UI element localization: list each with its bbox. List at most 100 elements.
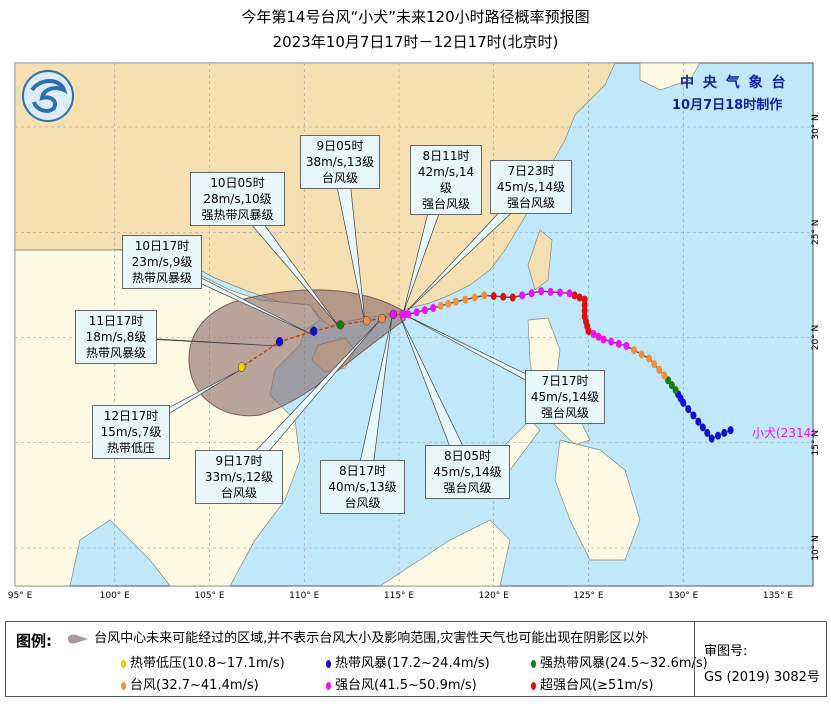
track-point — [600, 335, 607, 344]
legend-item: 热带低压(10.8~17.1m/s) — [121, 652, 285, 671]
legend-item-label: 热带风暴(17.2~24.4m/s) — [335, 656, 490, 671]
callout-time: 8日11时 — [422, 149, 470, 163]
lon-tick-label: 120° E — [479, 591, 510, 601]
callout-wind: 33m/s,12级 — [204, 470, 274, 484]
legend-item-label: 台风(32.7~41.4m/s) — [130, 678, 259, 693]
track-point — [695, 417, 702, 426]
lon-tick-label: 100° E — [100, 591, 131, 601]
track-point — [509, 293, 516, 302]
track-point — [538, 287, 545, 296]
track-point — [704, 428, 711, 437]
lon-tick-label: 115° E — [384, 591, 415, 601]
typhoon-track — [237, 287, 734, 443]
callout-level: 热带风暴级 — [85, 346, 146, 360]
lon-tick-label: 105° E — [194, 591, 225, 601]
legend-item-label: 超强台风(≥51m/s) — [540, 678, 654, 693]
forecast-callout: 8日17时 40m/s,13级 台风级 — [320, 460, 405, 514]
callout-wind: 45m/s,14级 — [496, 180, 566, 194]
callout-time: 7日17时 — [541, 374, 589, 388]
callout-wind: 45m/s,14级 — [433, 465, 502, 479]
forecast-callout: 7日17时 45m/s,14级 强台风级 — [525, 370, 605, 424]
forecast-point — [389, 309, 398, 320]
track-point — [581, 312, 588, 321]
forecast-callout: 12日17时 15m/s,7级 热带低压 — [92, 405, 170, 459]
legend-item: 台风(32.7~41.4m/s) — [121, 674, 259, 693]
callout-time: 9日17时 — [215, 454, 263, 468]
cma-logo — [22, 70, 74, 122]
borneo-land — [378, 519, 511, 587]
legend-item: 强台风(41.5~50.9m/s) — [326, 674, 477, 693]
track-point — [413, 308, 420, 317]
lon-tick-label: 135° E — [763, 591, 794, 601]
track-point — [661, 371, 668, 380]
track-point — [528, 289, 535, 298]
callout-level: 台风级 — [321, 171, 358, 185]
legend-item-label: 热带低压(10.8~17.1m/s) — [130, 656, 285, 671]
forecast-callout: 11日17时 18m/s,8级 热带风暴级 — [75, 310, 157, 364]
track-point — [656, 365, 663, 374]
callout-wind: 28m/s,10级 — [203, 192, 272, 206]
track-point — [638, 350, 645, 359]
track-point — [595, 332, 602, 341]
callout-time: 7日23时 — [507, 164, 555, 178]
forecast-callout: 10日17时 23m/s,9级 热带风暴级 — [122, 235, 202, 289]
track-point — [490, 292, 497, 301]
callout-level: 热带低压 — [106, 441, 155, 455]
legend-item: 热带风暴(17.2~24.4m/s) — [326, 652, 490, 671]
legend-title: 图例: — [16, 632, 52, 650]
forecast-callout: 10日05时 28m/s,10级 强热带风暴级 — [190, 172, 285, 226]
track-point — [615, 339, 622, 348]
track-point — [481, 291, 488, 300]
forecast-point — [363, 315, 371, 326]
lon-tick-label: 125° E — [573, 591, 604, 601]
legend-cone-text: 台风中心未来可能经过的区域,并不表示台风大小及影响范围,灾害性天气也可能出现在阴… — [94, 631, 649, 646]
track-point — [672, 386, 679, 395]
review-label: 审图号: — [704, 644, 748, 659]
callout-time: 12日17时 — [103, 409, 159, 423]
track-point — [668, 381, 675, 390]
intensity-dot-icon — [326, 659, 331, 668]
cone-icon — [68, 633, 88, 644]
callout-level: 台风级 — [220, 486, 257, 500]
track-point — [651, 360, 658, 369]
korea-japan-land — [639, 62, 701, 91]
track-point — [708, 434, 715, 443]
callout-level: 强台风级 — [506, 196, 555, 210]
forecast-point — [309, 326, 318, 336]
callout-level: 强台风级 — [540, 406, 589, 420]
track-point — [566, 289, 573, 298]
track-point — [608, 337, 615, 346]
callout-time: 10日17时 — [134, 239, 190, 253]
track-point — [721, 428, 728, 437]
callout-wind: 42m/s,14级 — [417, 165, 475, 195]
callout-time: 10日05时 — [210, 176, 265, 190]
callout-level: 台风级 — [344, 496, 381, 510]
intensity-dot-icon — [121, 681, 126, 690]
lon-tick-label: 130° E — [668, 591, 699, 601]
track-point — [714, 431, 721, 440]
lat-tick-label: 20° N — [811, 325, 821, 351]
callout-level: 强台风级 — [443, 481, 492, 495]
intensity-dot-icon — [531, 681, 536, 690]
track-point — [623, 341, 630, 350]
lat-tick-label: 10° N — [811, 535, 821, 561]
forecast-callout: 9日05时 38m/s,13级 台风级 — [300, 135, 380, 189]
forecast-callout: 8日11时 42m/s,14级 强台风级 — [410, 145, 482, 215]
track-point — [452, 297, 459, 306]
map-title: 今年第14号台风“小犬”未来120小时路径概率预报图 — [241, 8, 590, 26]
track-point — [421, 306, 428, 315]
typhoon-label: 小犬(2314) — [752, 426, 816, 440]
callout-wind: 15m/s,7级 — [100, 425, 162, 439]
callout-time: 8日17时 — [339, 464, 386, 478]
issue-time: 10月7日18时制作 — [672, 98, 783, 113]
track-point — [571, 291, 578, 300]
callout-wind: 40m/s,13级 — [328, 480, 397, 494]
callout-time: 8日05时 — [444, 449, 491, 463]
taiwan-island — [527, 229, 553, 291]
track-point — [581, 295, 588, 304]
track-point — [462, 295, 469, 304]
callout-wind: 23m/s,9级 — [131, 255, 193, 269]
legend-item-label: 强台风(41.5~50.9m/s) — [335, 678, 477, 693]
lon-tick-label: 95° E — [8, 591, 33, 601]
lat-tick-label: 25° N — [811, 219, 821, 245]
